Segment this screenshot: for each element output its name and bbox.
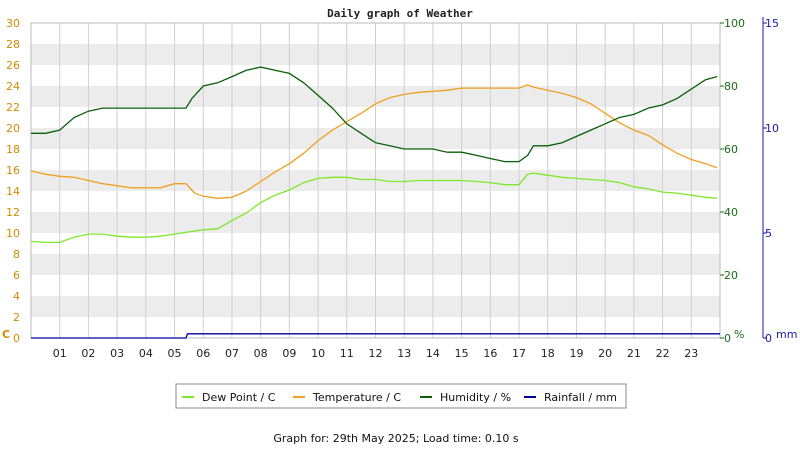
humidity-axis-unit: %: [734, 328, 744, 341]
x-tick-label: 22: [656, 347, 670, 360]
left-tick-label: 12: [6, 206, 20, 219]
humidity-tick-label: 100: [724, 17, 745, 30]
x-tick-label: 15: [455, 347, 469, 360]
left-tick-label: 26: [6, 59, 20, 72]
x-tick-label: 16: [483, 347, 497, 360]
x-tick-label: 21: [627, 347, 641, 360]
humidity-tick-label: 60: [724, 143, 738, 156]
rainfall-tick-label: 0: [765, 332, 772, 345]
x-tick-label: 17: [512, 347, 526, 360]
x-tick-label: 23: [684, 347, 698, 360]
x-tick-label: 02: [81, 347, 95, 360]
humidity-tick-label: 20: [724, 269, 738, 282]
x-tick-label: 11: [340, 347, 354, 360]
rainfall-tick-label: 5: [765, 227, 772, 240]
left-tick-label: 0: [13, 332, 20, 345]
legend-entry-rainfall: Rainfall / mm: [544, 391, 617, 404]
x-tick-label: 08: [254, 347, 268, 360]
left-tick-label: 20: [6, 122, 20, 135]
x-tick-label: 06: [196, 347, 210, 360]
left-tick-label: 22: [6, 101, 20, 114]
left-tick-label: 6: [13, 269, 20, 282]
x-tick-label: 07: [225, 347, 239, 360]
x-tick-label: 12: [369, 347, 383, 360]
vertical-gridlines: [59, 23, 692, 338]
x-tick-label: 14: [426, 347, 440, 360]
left-axis-unit: C: [2, 328, 10, 341]
x-tick-label: 05: [168, 347, 182, 360]
x-tick-label: 10: [311, 347, 325, 360]
legend-entry-humidity: Humidity / %: [440, 391, 511, 404]
left-tick-label: 18: [6, 143, 20, 156]
left-tick-label: 2: [13, 311, 20, 324]
left-tick-label: 14: [6, 185, 20, 198]
x-tick-label: 18: [541, 347, 555, 360]
series-line-rainfall: [31, 333, 720, 339]
left-tick-label: 28: [6, 38, 20, 51]
plot-frame: [30, 22, 721, 339]
series-line-dew-point: [30, 172, 718, 244]
x-tick-label: 13: [397, 347, 411, 360]
rainfall-tick-label: 10: [765, 122, 779, 135]
left-tick-label: 16: [6, 164, 20, 177]
legend-entry-temperature: Temperature / C: [312, 391, 401, 404]
rainfall-tick-label: 15: [765, 17, 779, 30]
footer-text: Graph for: 29th May 2025; Load time: 0.1…: [273, 432, 519, 445]
x-tick-label: 19: [569, 347, 583, 360]
legend-box: [175, 383, 627, 409]
x-tick-label: 01: [53, 347, 67, 360]
series-lines: [30, 66, 720, 339]
legend-entry-dew-point: Dew Point / C: [202, 391, 276, 404]
left-tick-label: 10: [6, 227, 20, 240]
rainfall-axis-unit: mm: [776, 328, 797, 341]
left-tick-label: 8: [13, 248, 20, 261]
humidity-tick-label: 40: [724, 206, 738, 219]
left-tick-label: 30: [6, 17, 20, 30]
x-tick-label: 04: [139, 347, 153, 360]
x-tick-label: 03: [110, 347, 124, 360]
left-tick-label: 4: [13, 290, 20, 303]
legend: Dew Point / C Temperature / C Humidity / %…: [175, 383, 627, 409]
series-line-temperature: [30, 84, 718, 199]
left-tick-label: 24: [6, 80, 20, 93]
chart-title: Daily graph of Weather: [327, 7, 473, 20]
x-tick-label: 20: [598, 347, 612, 360]
humidity-tick-label: 80: [724, 80, 738, 93]
x-tick-label: 09: [282, 347, 296, 360]
humidity-tick-label: 0: [724, 332, 731, 345]
series-line-humidity: [31, 66, 718, 163]
